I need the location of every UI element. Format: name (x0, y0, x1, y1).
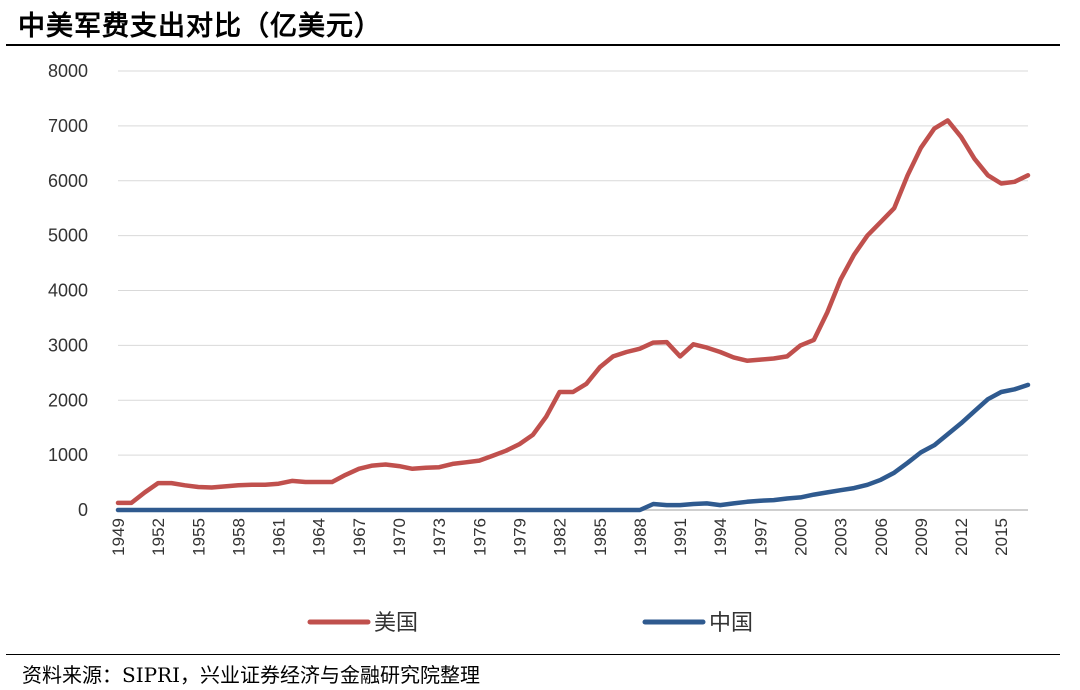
y-tick-label: 7000 (48, 116, 88, 136)
x-tick-label: 1949 (109, 518, 128, 556)
x-axis: 1949 1952 1955 1958 1961 1964 1967 1970 1973 1976… (109, 509, 1028, 556)
y-tick-label: 2000 (48, 390, 88, 410)
x-tick-label: 2009 (912, 518, 931, 556)
y-tick-label: 4000 (48, 281, 88, 301)
x-tick-label: 1979 (510, 518, 529, 556)
x-tick-label: 1994 (711, 518, 730, 556)
x-tick-label: 1967 (350, 518, 369, 556)
legend-label: 中国 (709, 611, 753, 636)
x-tick-label: 1985 (591, 518, 610, 556)
x-tick-label: 2003 (832, 518, 851, 556)
y-tick-label: 6000 (48, 171, 88, 191)
x-tick-label: 1964 (310, 518, 329, 556)
title-divider (6, 44, 1060, 46)
x-tick-label: 2000 (792, 518, 811, 556)
y-tick-label: 5000 (48, 226, 88, 246)
x-tick-label: 1970 (390, 518, 409, 556)
y-tick-label: 3000 (48, 335, 88, 355)
series-line (115, 118, 1031, 506)
x-tick-label: 2006 (872, 518, 891, 556)
x-tick-label: 2015 (992, 518, 1011, 556)
y-tick-label: 8000 (48, 61, 88, 81)
source-note: 资料来源：SIPRI，兴业证券经济与金融研究院整理 (22, 663, 481, 687)
chart-title: 中美军费支出对比（亿美元） (18, 11, 382, 42)
x-tick-label: 1955 (189, 518, 208, 556)
x-tick-label: 1958 (229, 518, 248, 556)
x-tick-label: 1997 (751, 518, 770, 556)
x-tick-label: 1982 (551, 518, 570, 556)
x-tick-label: 1952 (149, 518, 168, 556)
x-tick-label: 1973 (430, 518, 449, 556)
legend-label: 美国 (374, 611, 418, 636)
series-lines (115, 118, 1031, 513)
x-tick-label: 1976 (470, 518, 489, 556)
legend: 美国 中国 (307, 611, 753, 636)
x-tick-label: 1988 (631, 518, 650, 556)
y-tick-label: 1000 (48, 445, 88, 465)
x-tick-label: 2012 (952, 518, 971, 556)
series-line (115, 382, 1031, 513)
y-axis: 0 1000 2000 3000 4000 5000 6000 7000 8000 (48, 61, 88, 520)
x-tick-label: 1961 (270, 518, 289, 556)
footer-divider (6, 654, 1060, 655)
grid-lines (118, 70, 1028, 456)
x-tick-label: 1991 (671, 518, 690, 556)
y-tick-label: 0 (78, 500, 88, 520)
